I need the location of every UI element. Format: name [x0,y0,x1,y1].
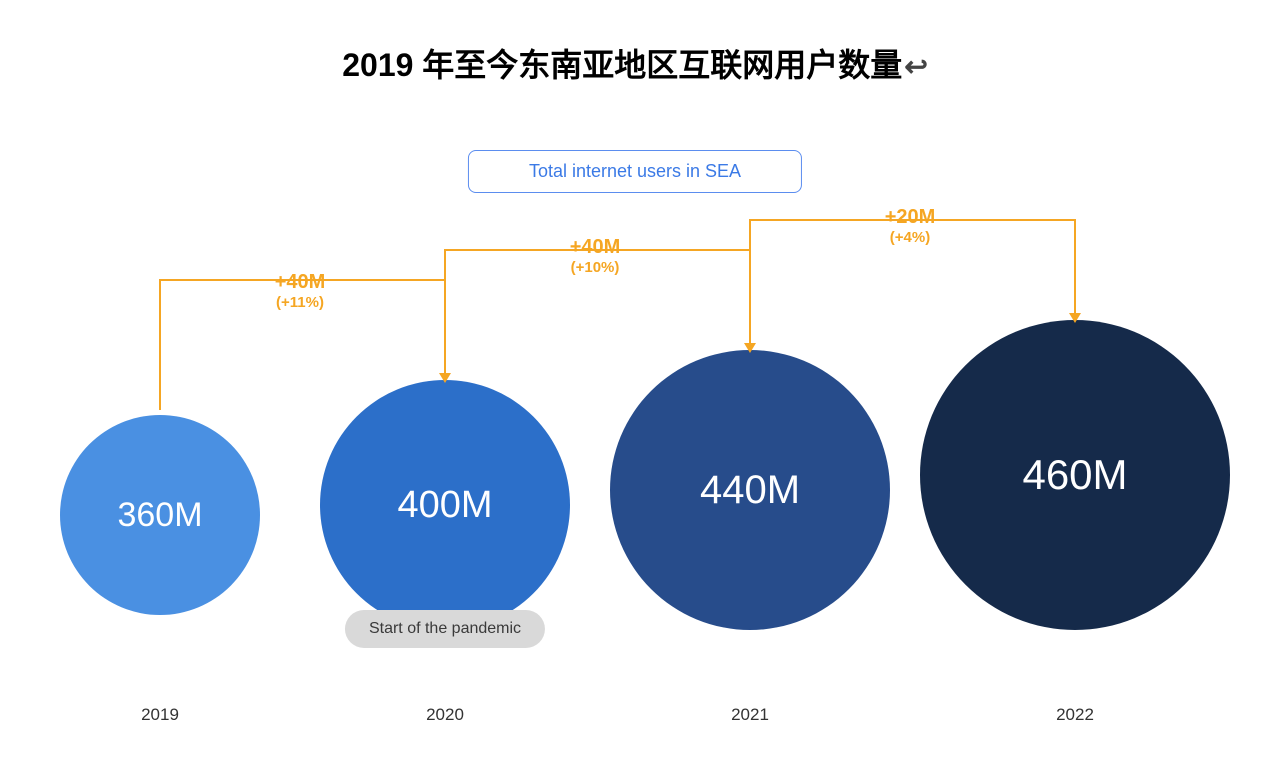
bubble-2022: 460M [920,320,1230,630]
growth-main: +40M [570,235,621,259]
growth-main: +40M [275,270,326,294]
growth-sub: (+10%) [570,259,621,277]
title-return-mark: ↩ [904,51,927,82]
bubble-value: 360M [117,496,202,535]
year-label-2021: 2021 [731,705,769,725]
growth-label-0: +40M(+11%) [275,270,326,312]
pandemic-badge: Start of the pandemic [345,610,545,648]
growth-sub: (+11%) [275,294,326,312]
year-label-2019: 2019 [141,705,179,725]
growth-main: +20M [885,205,936,229]
chart-title: 2019 年至今东南亚地区互联网用户数量↩ [342,40,928,86]
year-label-2020: 2020 [426,705,464,725]
bubble-2021: 440M [610,350,890,630]
bubble-value: 460M [1022,451,1127,499]
bubble-value: 400M [397,484,492,527]
title-text: 2019 年至今东南亚地区互联网用户数量 [342,47,902,83]
bubble-2020: 400M [320,380,570,630]
growth-sub: (+4%) [885,229,936,247]
year-label-2022: 2022 [1056,705,1094,725]
legend-box: Total internet users in SEA [468,150,802,193]
legend-text: Total internet users in SEA [529,161,741,181]
bubble-2019: 360M [60,415,260,615]
bubble-value: 440M [700,468,800,513]
growth-label-1: +40M(+10%) [570,235,621,277]
growth-label-2: +20M(+4%) [885,205,936,247]
chart-area: 360M 2019 400M Start of the pandemic 2020 440… [0,230,1270,730]
